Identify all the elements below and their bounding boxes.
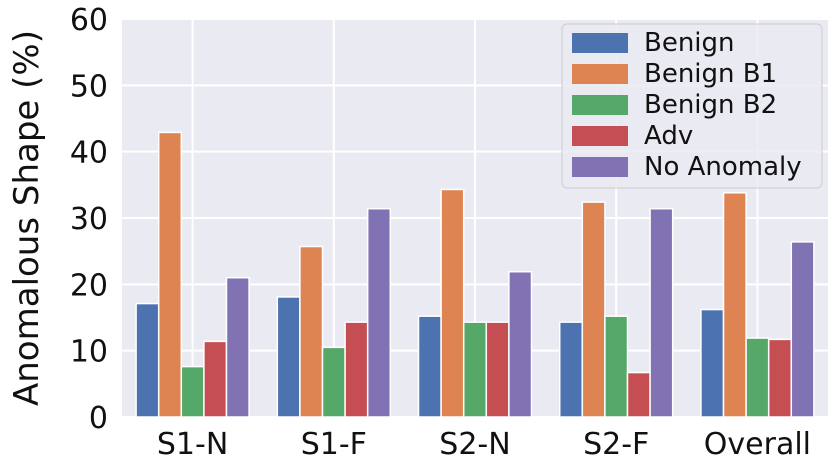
bar-adv-s2-n — [485, 321, 510, 418]
bar-adv-overall — [767, 338, 793, 418]
bars — [135, 131, 815, 418]
y-tick-label: 0 — [89, 401, 108, 436]
bar-adv-s1-f — [344, 321, 369, 418]
y-axis-label: Anomalous Shape (%) — [7, 30, 47, 406]
y-tick-labels: 0 10 20 30 40 50 60 — [70, 3, 108, 436]
legend-label: Benign — [644, 28, 735, 58]
x-tick-label: S1-N — [157, 427, 228, 462]
bar-benign-b2-overall — [745, 337, 770, 418]
x-tick-label: S2-N — [439, 427, 510, 462]
x-tick-label: S1-F — [301, 427, 367, 462]
y-tick-label: 10 — [70, 335, 108, 370]
bar-benign-b1-overall — [722, 192, 747, 418]
y-tick-label: 40 — [70, 136, 108, 171]
bar-benign-b1-s2-f — [581, 201, 606, 418]
legend-swatch — [572, 95, 628, 115]
y-tick-label: 20 — [70, 268, 108, 303]
bar-no-anomaly-s1-f — [366, 207, 392, 418]
y-tick-label: 50 — [70, 69, 108, 104]
bar-no-anomaly-overall — [790, 241, 815, 418]
legend-swatch — [572, 64, 628, 84]
bar-no-anomaly-s1-n — [225, 276, 250, 418]
legend-swatch — [572, 157, 628, 177]
legend-label: Benign B2 — [644, 90, 777, 120]
x-tick-labels: S1-N S1-F S2-N S2-F Overall — [157, 427, 811, 462]
bar-adv-s1-n — [203, 340, 228, 418]
y-tick-label: 60 — [70, 3, 108, 38]
bar-benign-s2-f — [558, 321, 584, 418]
bar-adv-s2-f — [626, 371, 651, 418]
x-tick-label: S2-F — [583, 427, 649, 462]
legend-label: Benign B1 — [644, 59, 777, 89]
bar-benign-overall — [700, 308, 725, 418]
bar-benign-b1-s2-n — [440, 188, 465, 418]
legend-label: Adv — [644, 121, 693, 151]
bar-benign-b2-s2-n — [462, 321, 488, 418]
bar-benign-s2-n — [417, 315, 442, 418]
bar-no-anomaly-s2-f — [649, 207, 674, 418]
legend-swatch — [572, 33, 628, 53]
bar-benign-b2-s2-f — [604, 315, 629, 418]
legend-swatch — [572, 126, 628, 146]
x-tick-label: Overall — [704, 427, 811, 462]
bar-benign-s1-f — [276, 296, 301, 418]
bar-benign-b2-s1-n — [180, 365, 205, 418]
bar-benign-s1-n — [135, 302, 160, 418]
legend-label: No Anomaly — [644, 152, 802, 182]
y-tick-label: 30 — [70, 202, 108, 237]
bar-benign-b2-s1-f — [321, 346, 346, 418]
bar-benign-b1-s1-n — [157, 131, 183, 418]
bar-benign-b1-s1-f — [299, 245, 324, 418]
bar-no-anomaly-s2-n — [508, 270, 533, 418]
